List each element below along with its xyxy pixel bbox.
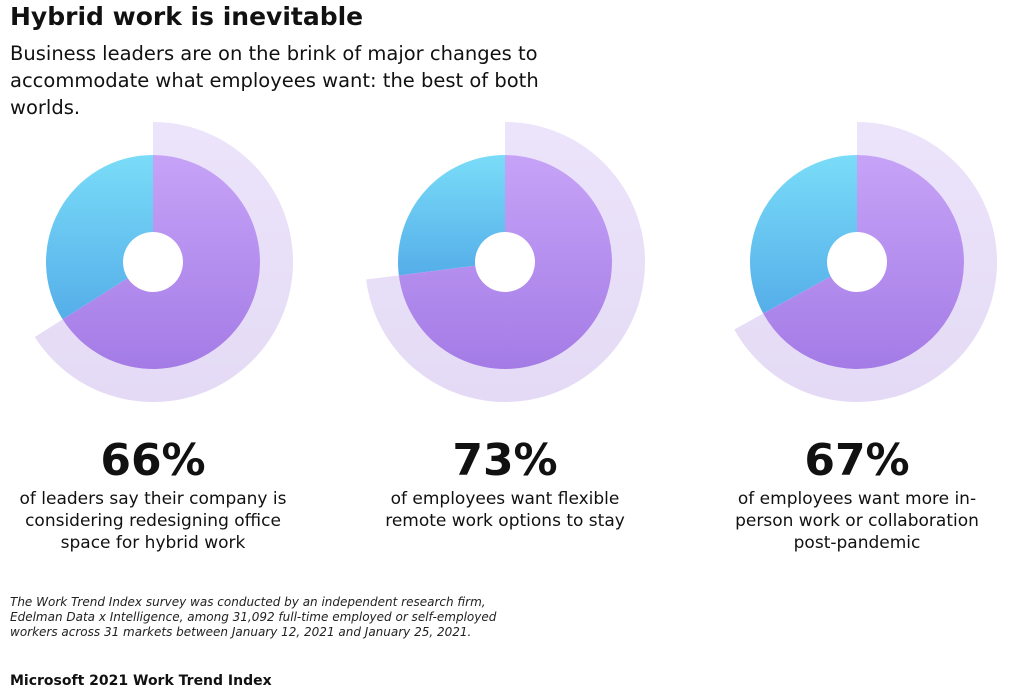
remainder-segment <box>398 154 505 276</box>
caption: of employees want flexible remote work o… <box>385 489 625 531</box>
value-segment <box>398 155 612 369</box>
value-label: 67% <box>804 435 910 486</box>
value-label: 66% <box>100 435 206 486</box>
value-label: 73% <box>452 435 558 486</box>
remainder-segment <box>45 155 153 320</box>
caption: of employees want more in-person work or… <box>735 489 979 553</box>
caption: of leaders say their company is consider… <box>19 489 287 553</box>
source: Microsoft 2021 Work Trend Index <box>10 673 272 689</box>
title: Hybrid work is inevitable <box>10 2 364 31</box>
remainder-segment <box>749 154 857 314</box>
subtitle: Business leaders are on the brink of maj… <box>10 42 539 119</box>
value-segment <box>763 155 964 369</box>
value-segment <box>62 155 260 370</box>
footnote: The Work Trend Index survey was conducte… <box>10 595 497 639</box>
